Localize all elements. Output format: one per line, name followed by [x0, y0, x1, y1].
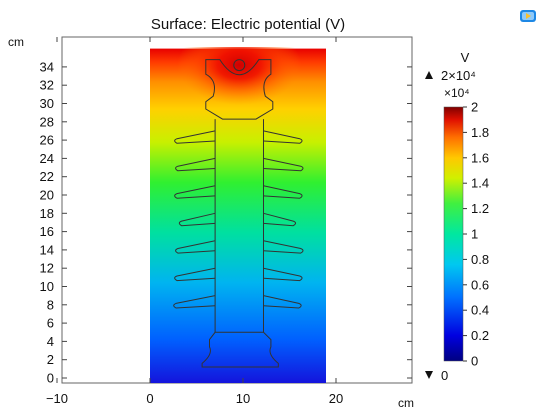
right-shed-outline — [263, 130, 303, 144]
left-shed-outline — [174, 185, 216, 199]
y-tick-label: 18 — [40, 206, 54, 221]
colorbar-tick-label: 0.8 — [471, 252, 489, 267]
left-shed-outline — [175, 240, 216, 254]
colorbar-tick-label: 1.8 — [471, 125, 489, 140]
colorbar-tick-label: 0.6 — [471, 277, 489, 292]
colorbar-tick-label: 1.2 — [471, 201, 489, 216]
colorbar-tick-label: 0.2 — [471, 328, 489, 343]
right-shed-outline — [263, 267, 303, 282]
y-tick-label: 28 — [40, 114, 54, 129]
y-tick-label: 14 — [40, 242, 54, 257]
left-shed-outline — [173, 295, 216, 309]
colorbar-gradient-bar — [443, 106, 464, 362]
colorbar-tick-label: 1.4 — [471, 176, 489, 191]
left-shed-outline — [178, 212, 216, 227]
right-shed-outline — [263, 212, 297, 227]
y-tick-label: 8 — [47, 297, 54, 312]
chart-title: Surface: Electric potential (V) — [151, 16, 345, 33]
right-shed-outline — [263, 240, 304, 254]
left-shed-outline — [175, 157, 216, 172]
right-shed-outline — [263, 295, 302, 309]
colorbar-tick-label: 0.4 — [471, 303, 489, 318]
colorbar-tick-label: 0 — [471, 354, 478, 369]
y-tick-label: 2 — [47, 352, 54, 367]
colorbar-tick-label: 2 — [471, 100, 478, 115]
min-marker-icon — [425, 371, 433, 379]
comsol-app-icon[interactable] — [519, 8, 537, 24]
y-tick-label: 26 — [40, 133, 54, 148]
y-tick-label: 10 — [40, 279, 54, 294]
y-tick-label: 20 — [40, 188, 54, 203]
y-tick-label: 12 — [40, 261, 54, 276]
colorbar-tick-label: 1.6 — [471, 150, 489, 165]
colorbar-max-label: 2×10⁴ — [441, 68, 476, 83]
top-electrode-outline — [233, 59, 246, 72]
left-shed-outline — [174, 130, 216, 144]
colorbar-ticks: 0 0.2 0.4 0.6 0.8 1 1.2 1.4 1.6 1.8 2 — [463, 100, 489, 369]
x-tick-label: 10 — [236, 391, 250, 406]
hotspot — [177, 47, 302, 106]
y-tick-label: 16 — [40, 224, 54, 239]
right-shed-outline — [263, 157, 304, 172]
y-tick-label: 6 — [47, 316, 54, 331]
y-tick-label: 24 — [40, 151, 54, 166]
y-tick-label: 0 — [47, 371, 54, 386]
y-axis-label: cm — [8, 35, 24, 49]
max-marker-icon — [425, 71, 433, 79]
insulator-outline — [173, 59, 304, 368]
top-cap-outline — [205, 59, 274, 120]
colorbar-multiplier: ×10⁴ — [444, 86, 470, 100]
colorbar-tick-label: 1 — [471, 227, 478, 242]
right-shed-outline — [263, 185, 303, 199]
y-tick-label: 34 — [40, 59, 54, 74]
x-axis-label: cm — [398, 396, 414, 410]
potential-surface — [150, 47, 326, 383]
colorbar-unit: V — [461, 50, 470, 65]
y-tick-label: 22 — [40, 169, 54, 184]
y-tick-label: 32 — [40, 78, 54, 93]
x-tick-label: 20 — [329, 391, 343, 406]
bottom-base-outline — [201, 331, 279, 368]
x-ticks: −10 0 10 20 — [46, 37, 343, 406]
left-shed-outline — [174, 267, 216, 282]
x-tick-label: −10 — [46, 391, 68, 406]
core-rod-outline — [214, 119, 264, 333]
x-tick-label: 0 — [146, 391, 153, 406]
y-tick-label: 30 — [40, 96, 54, 111]
y-tick-label: 4 — [47, 334, 54, 349]
colorbar-min-label: 0 — [441, 368, 448, 383]
colorbar: V 2×10⁴ ×10⁴ 0 0.2 0.4 0.6 0.8 1 1.2 1.4 1.6 1.8 2… — [425, 50, 489, 383]
